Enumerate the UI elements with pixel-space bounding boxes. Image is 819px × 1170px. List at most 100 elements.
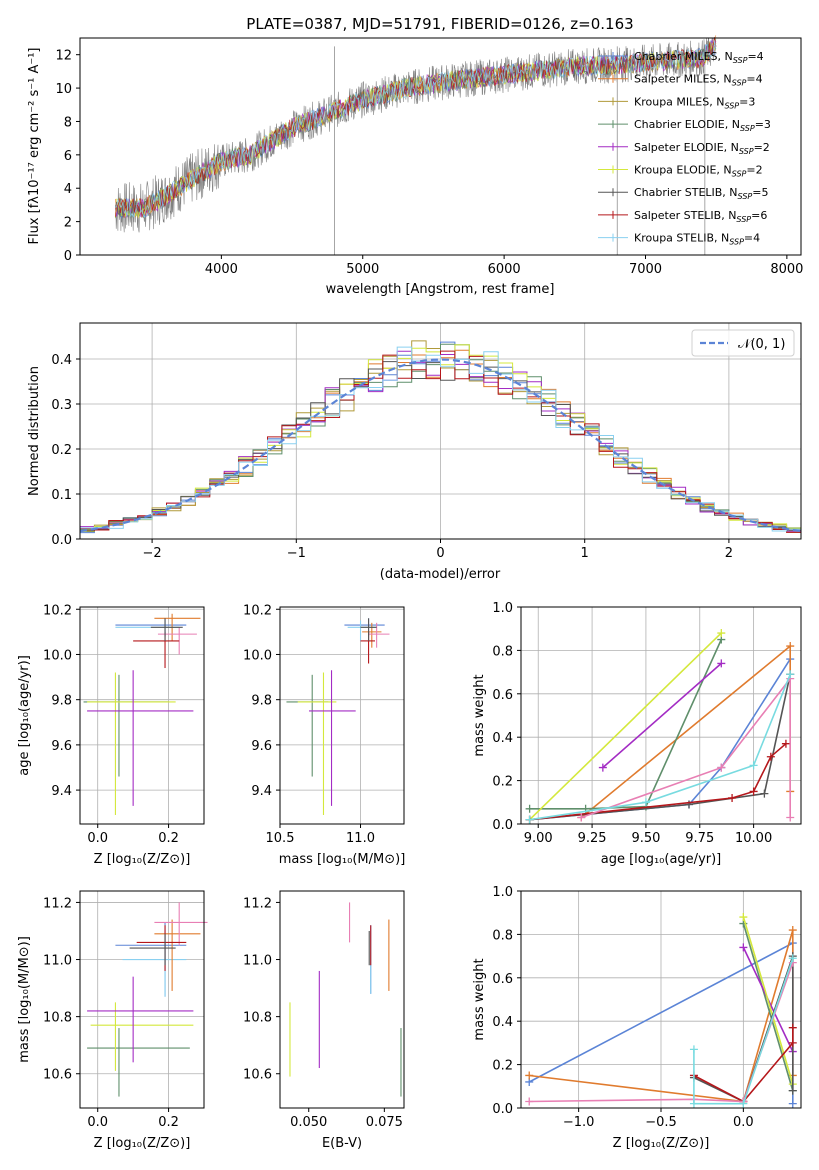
age-vs-mass-panel: 10.5 11.0 9.4 9.6 9.8 10.0 10.2 mass [log₁₀(M/M… <box>243 603 405 867</box>
histogram-legend-box <box>691 329 795 357</box>
spectrum-y-tick-label: 4 <box>64 182 72 197</box>
p8-x-label: Z [log₁₀(Z/Z⊙)] <box>613 1136 710 1151</box>
legend-label-4: Salpeter ELODIE, NSSP=2 <box>634 141 770 156</box>
p4-errorbar-point-6 <box>286 674 329 777</box>
p8-series-line-6 <box>693 1027 794 1103</box>
p3-y-tick-label: 10.0 <box>43 648 72 663</box>
p6-errorbar-point-2 <box>154 919 201 991</box>
histogram-y-tick-label: 0.0 <box>51 533 72 548</box>
p8-series-line-4 <box>742 916 794 1085</box>
p4-y-tick-label: 9.6 <box>251 739 272 754</box>
legend-label-8: Kroupa STELIB, NSSP=4 <box>634 232 760 247</box>
p5-series-marker-6-3 <box>766 752 775 761</box>
spectrum-ticks: 4000 5000 6000 7000 8000 0 2 4 6 8 10 12 <box>55 49 803 277</box>
p3-errorbar-point-7 <box>87 672 176 815</box>
legend-label-7: Salpeter STELIB, NSSP=6 <box>634 209 767 224</box>
p7-y-tick-label: 11.0 <box>243 954 272 969</box>
histogram-x-label: (data-model)/error <box>380 567 501 582</box>
model-spectrum-line-8 <box>115 40 717 218</box>
spectrum-x-tick-label: 7000 <box>629 262 662 277</box>
p5-y-tick-label: 1.0 <box>492 601 513 616</box>
p5-series-line-8 <box>529 674 791 821</box>
p5-y-tick-label: 0.6 <box>492 688 513 703</box>
mass-vs-metallicity-panel: 0.0 0.2 10.6 10.8 11.0 11.2 Z [log₁₀(Z/Z⊙)] mas… <box>17 890 208 1151</box>
p3-errorbar-point-8 <box>87 670 194 806</box>
spectrum-panel: PLATE=0387, MJD=51791, FIBERID=0126, z=0… <box>27 15 803 297</box>
spectrum-x-tick-label: 5000 <box>346 262 379 277</box>
p8-series-marker-7-0 <box>525 1097 534 1106</box>
p8-series-marker-6-2 <box>788 1038 797 1047</box>
spectrum-y-tick-label: 8 <box>64 115 72 130</box>
p8-series-marker-8-2 <box>739 1099 748 1108</box>
p8-y-label: mass weight <box>472 958 487 1040</box>
p3-errorbar-point-6 <box>83 674 169 777</box>
p4-axes-frame <box>279 606 405 825</box>
p5-x-tick-label: 9.75 <box>685 831 714 846</box>
p4-errorbar-point-5 <box>360 618 377 641</box>
p3-x-tick-label: 0.2 <box>158 831 179 846</box>
p5-series-marker-4-1 <box>717 629 726 638</box>
p8-y-tick-label: 0.0 <box>492 1102 513 1117</box>
histogram-plot-area <box>79 323 802 540</box>
gaussian-curve <box>79 358 802 533</box>
p3-y-label: age [log₁₀(age/yr)] <box>17 655 32 776</box>
p7-y-tick-label: 10.6 <box>243 1068 272 1083</box>
histogram-y-tick-label: 0.2 <box>51 443 72 458</box>
histogram-legend: 𝒩(0, 1) <box>691 329 795 357</box>
spectrum-y-tick-label: 6 <box>64 149 72 164</box>
legend-label-6: Chabrier STELIB, NSSP=5 <box>634 186 768 201</box>
p4-y-tick-label: 10.0 <box>243 648 272 663</box>
p5-series-marker-5-2 <box>760 789 769 798</box>
p5-series-line-3 <box>602 662 722 769</box>
histogram-x-tick-label: 0 <box>436 546 444 561</box>
p5-y-tick-label: 0.2 <box>492 775 513 790</box>
p5-series-line-2 <box>529 639 723 810</box>
spectrum-y-tick-label: 2 <box>64 216 72 231</box>
p3-y-tick-label: 10.2 <box>43 603 72 618</box>
p8-x-tick-label: −0.5 <box>645 1115 677 1130</box>
p4-errorbar-point-8 <box>308 670 356 806</box>
p6-errorbar-point-1 <box>122 942 187 997</box>
p4-errorbar-point-2 <box>362 622 382 648</box>
p3-x-tick-label: 0.0 <box>87 831 108 846</box>
p5-y-label: mass weight <box>472 674 487 756</box>
p5-axes-frame <box>520 606 802 825</box>
p5-series-marker-6-4 <box>781 739 790 748</box>
p5-series-line-1 <box>580 644 791 819</box>
histogram-x-tick-label: 1 <box>581 546 589 561</box>
spectrum-y-tick-label: 12 <box>55 49 72 64</box>
legend-label-2: Kroupa MILES, NSSP=3 <box>634 95 755 110</box>
p5-series-marker-5-1 <box>685 800 693 809</box>
p7-axes-frame <box>279 890 405 1109</box>
spectrum-y-tick-label: 10 <box>55 82 72 97</box>
spectrum-x-label: wavelength [Angstrom, rest frame] <box>326 282 555 297</box>
histogram-x-tick-label: −1 <box>287 546 306 561</box>
histogram-y-tick-label: 0.4 <box>51 353 72 368</box>
p8-series-marker-0-2 <box>788 1099 797 1108</box>
p8-y-tick-label: 1.0 <box>492 885 513 900</box>
p6-errorbar-point-7 <box>90 1002 194 1071</box>
p4-x-tick-label: 11.0 <box>346 831 375 846</box>
p8-y-tick-label: 0.8 <box>492 928 513 943</box>
p5-series-marker-1-1 <box>786 642 795 651</box>
p5-series-marker-6-1 <box>728 793 737 802</box>
p6-y-tick-label: 11.0 <box>43 954 72 969</box>
p6-y-tick-label: 11.2 <box>43 896 72 911</box>
legend-label-0: Chabrier MILES, NSSP=4 <box>634 50 764 65</box>
p5-series-marker-8-0 <box>525 815 534 824</box>
p8-y-tick-label: 0.2 <box>492 1059 513 1074</box>
p8-series-marker-4-0 <box>739 913 748 922</box>
legend-label-5: Kroupa ELODIE, NSSP=2 <box>634 164 763 179</box>
mass-weight-vs-age-panel: 9.00 9.25 9.50 9.75 10.00 0.0 0.2 0.4 0.6 0.8 1.0 a… <box>472 601 802 867</box>
p6-y-label: mass [log₁₀(M/M⊙)] <box>17 936 32 1063</box>
p5-series-marker-7-0 <box>577 813 586 822</box>
p6-y-tick-label: 10.8 <box>43 1011 72 1026</box>
p6-errorbar-point-6 <box>87 1028 190 1097</box>
p7-x-tick-label: 0.050 <box>290 1115 327 1130</box>
spectrum-x-tick-label: 6000 <box>488 262 521 277</box>
p5-series-marker-8-3 <box>786 670 795 679</box>
histogram-x-tick-label: −2 <box>143 546 162 561</box>
mass-vs-ebv-panel: 0.050 0.075 10.6 10.8 11.0 11.2 E(B-V) <box>243 890 405 1151</box>
p5-x-label: age [log₁₀(age/yr)] <box>601 852 722 867</box>
